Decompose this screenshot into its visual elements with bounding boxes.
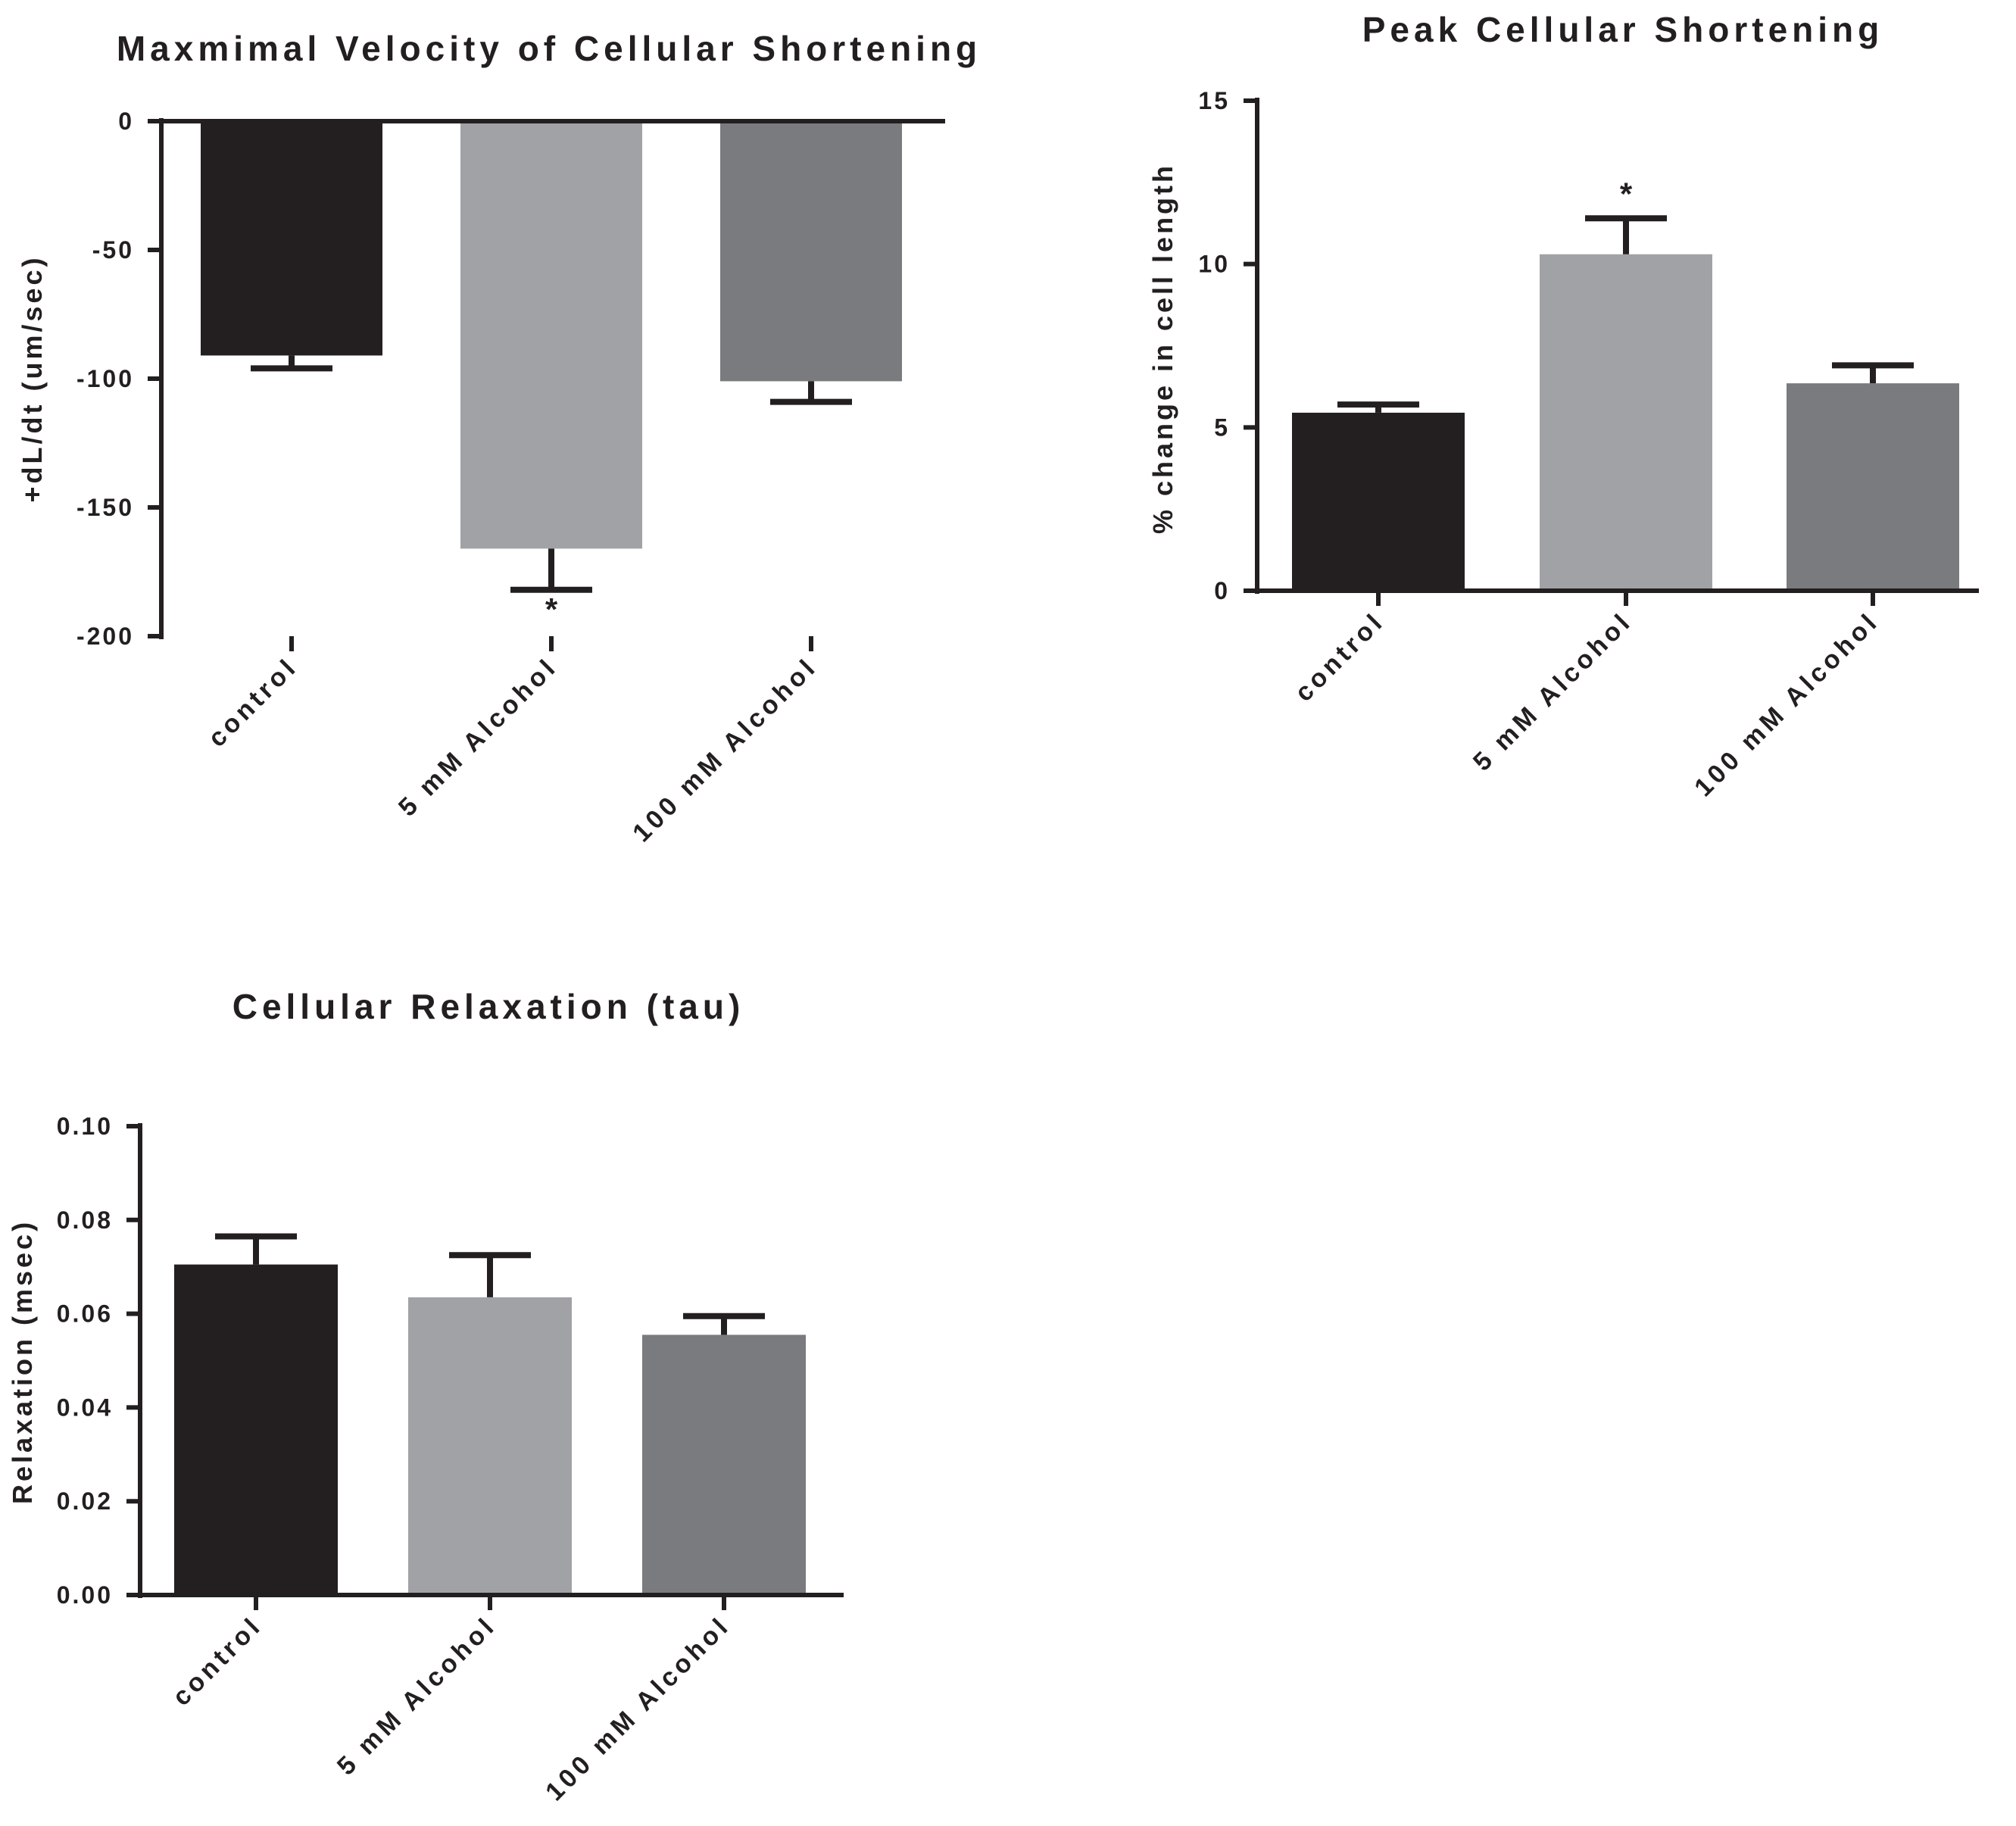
error-bar-100-mm-alcohol [683,1313,765,1335]
category-label-100-mm-alcohol: 100 mM Alcohol [540,1611,736,1807]
category-label-control: control [1290,607,1390,707]
error-bar-5-mm-alcohol [1585,215,1667,254]
chart-title: Peak Cellular Shortening [1362,10,1883,49]
y-tick-label: 0 [1214,577,1230,604]
error-bar-control [1337,401,1419,413]
bar-5-mm-alcohol [1540,254,1712,591]
category-label-5-mm-alcohol: 5 mM Alcohol [393,652,563,822]
category-label-100-mm-alcohol: 100 mM Alcohol [627,652,823,848]
y-axis-label: +dL/dt (um/sec) [17,254,48,502]
y-tick-label: 0.06 [57,1300,113,1328]
chart-title: Cellular Relaxation (tau) [232,987,745,1026]
y-tick-label: -50 [92,236,134,264]
y-tick-label: 0.00 [57,1581,113,1609]
y-tick-label: 0.10 [57,1113,113,1140]
bar-5-mm-alcohol [460,121,642,549]
error-bar-100-mm-alcohol [1832,362,1914,384]
y-tick-label: 10 [1198,251,1230,278]
relaxation-chart: Cellular Relaxation (tau) Relaxation (mse… [7,987,844,1806]
chart-title: Maxmimal Velocity of Cellular Shortening [117,29,981,68]
category-label-control: control [203,652,304,753]
bar-100-mm-alcohol [642,1334,806,1595]
bar-100-mm-alcohol [1787,383,1959,591]
category-label-5-mm-alcohol: 5 mM Alcohol [1468,607,1638,777]
y-tick-label: 0.08 [57,1206,113,1234]
category-label-5-mm-alcohol: 5 mM Alcohol [332,1611,502,1781]
velocity-chart: Maxmimal Velocity of Cellular Shortening… [17,29,981,848]
category-label-100-mm-alcohol: 100 mM Alcohol [1689,607,1885,803]
bar-5-mm-alcohol [408,1297,572,1595]
error-bar-5-mm-alcohol [510,548,592,593]
bar-control [201,121,382,356]
category-label-control: control [167,1611,268,1712]
y-tick-label: 15 [1198,87,1230,114]
significance-marker: * [1620,176,1633,211]
y-axis-label: Relaxation (msec) [7,1219,38,1504]
significance-marker: * [545,591,558,627]
error-bar-100-mm-alcohol [770,381,852,405]
bar-control [174,1264,338,1595]
y-tick-label: 5 [1214,414,1230,441]
y-tick-label: -100 [76,365,134,392]
error-bar-control [215,1233,297,1265]
y-tick-label: -150 [76,494,134,521]
y-tick-label: 0 [118,108,134,135]
error-bar-control [251,355,332,372]
y-tick-label: 0.02 [57,1487,113,1515]
bar-control [1292,412,1465,591]
y-tick-label: 0.04 [57,1394,113,1421]
peak-chart: Peak Cellular Shortening % change in cell… [1147,10,1979,802]
bar-100-mm-alcohol [720,121,902,382]
y-tick-label: -200 [76,623,134,650]
y-axis-label: % change in cell length [1147,163,1178,534]
error-bar-5-mm-alcohol [449,1252,531,1297]
